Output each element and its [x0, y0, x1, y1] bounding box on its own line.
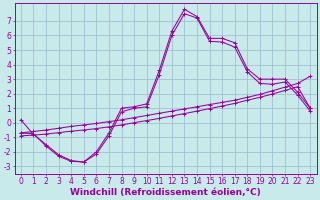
X-axis label: Windchill (Refroidissement éolien,°C): Windchill (Refroidissement éolien,°C)	[70, 188, 261, 197]
